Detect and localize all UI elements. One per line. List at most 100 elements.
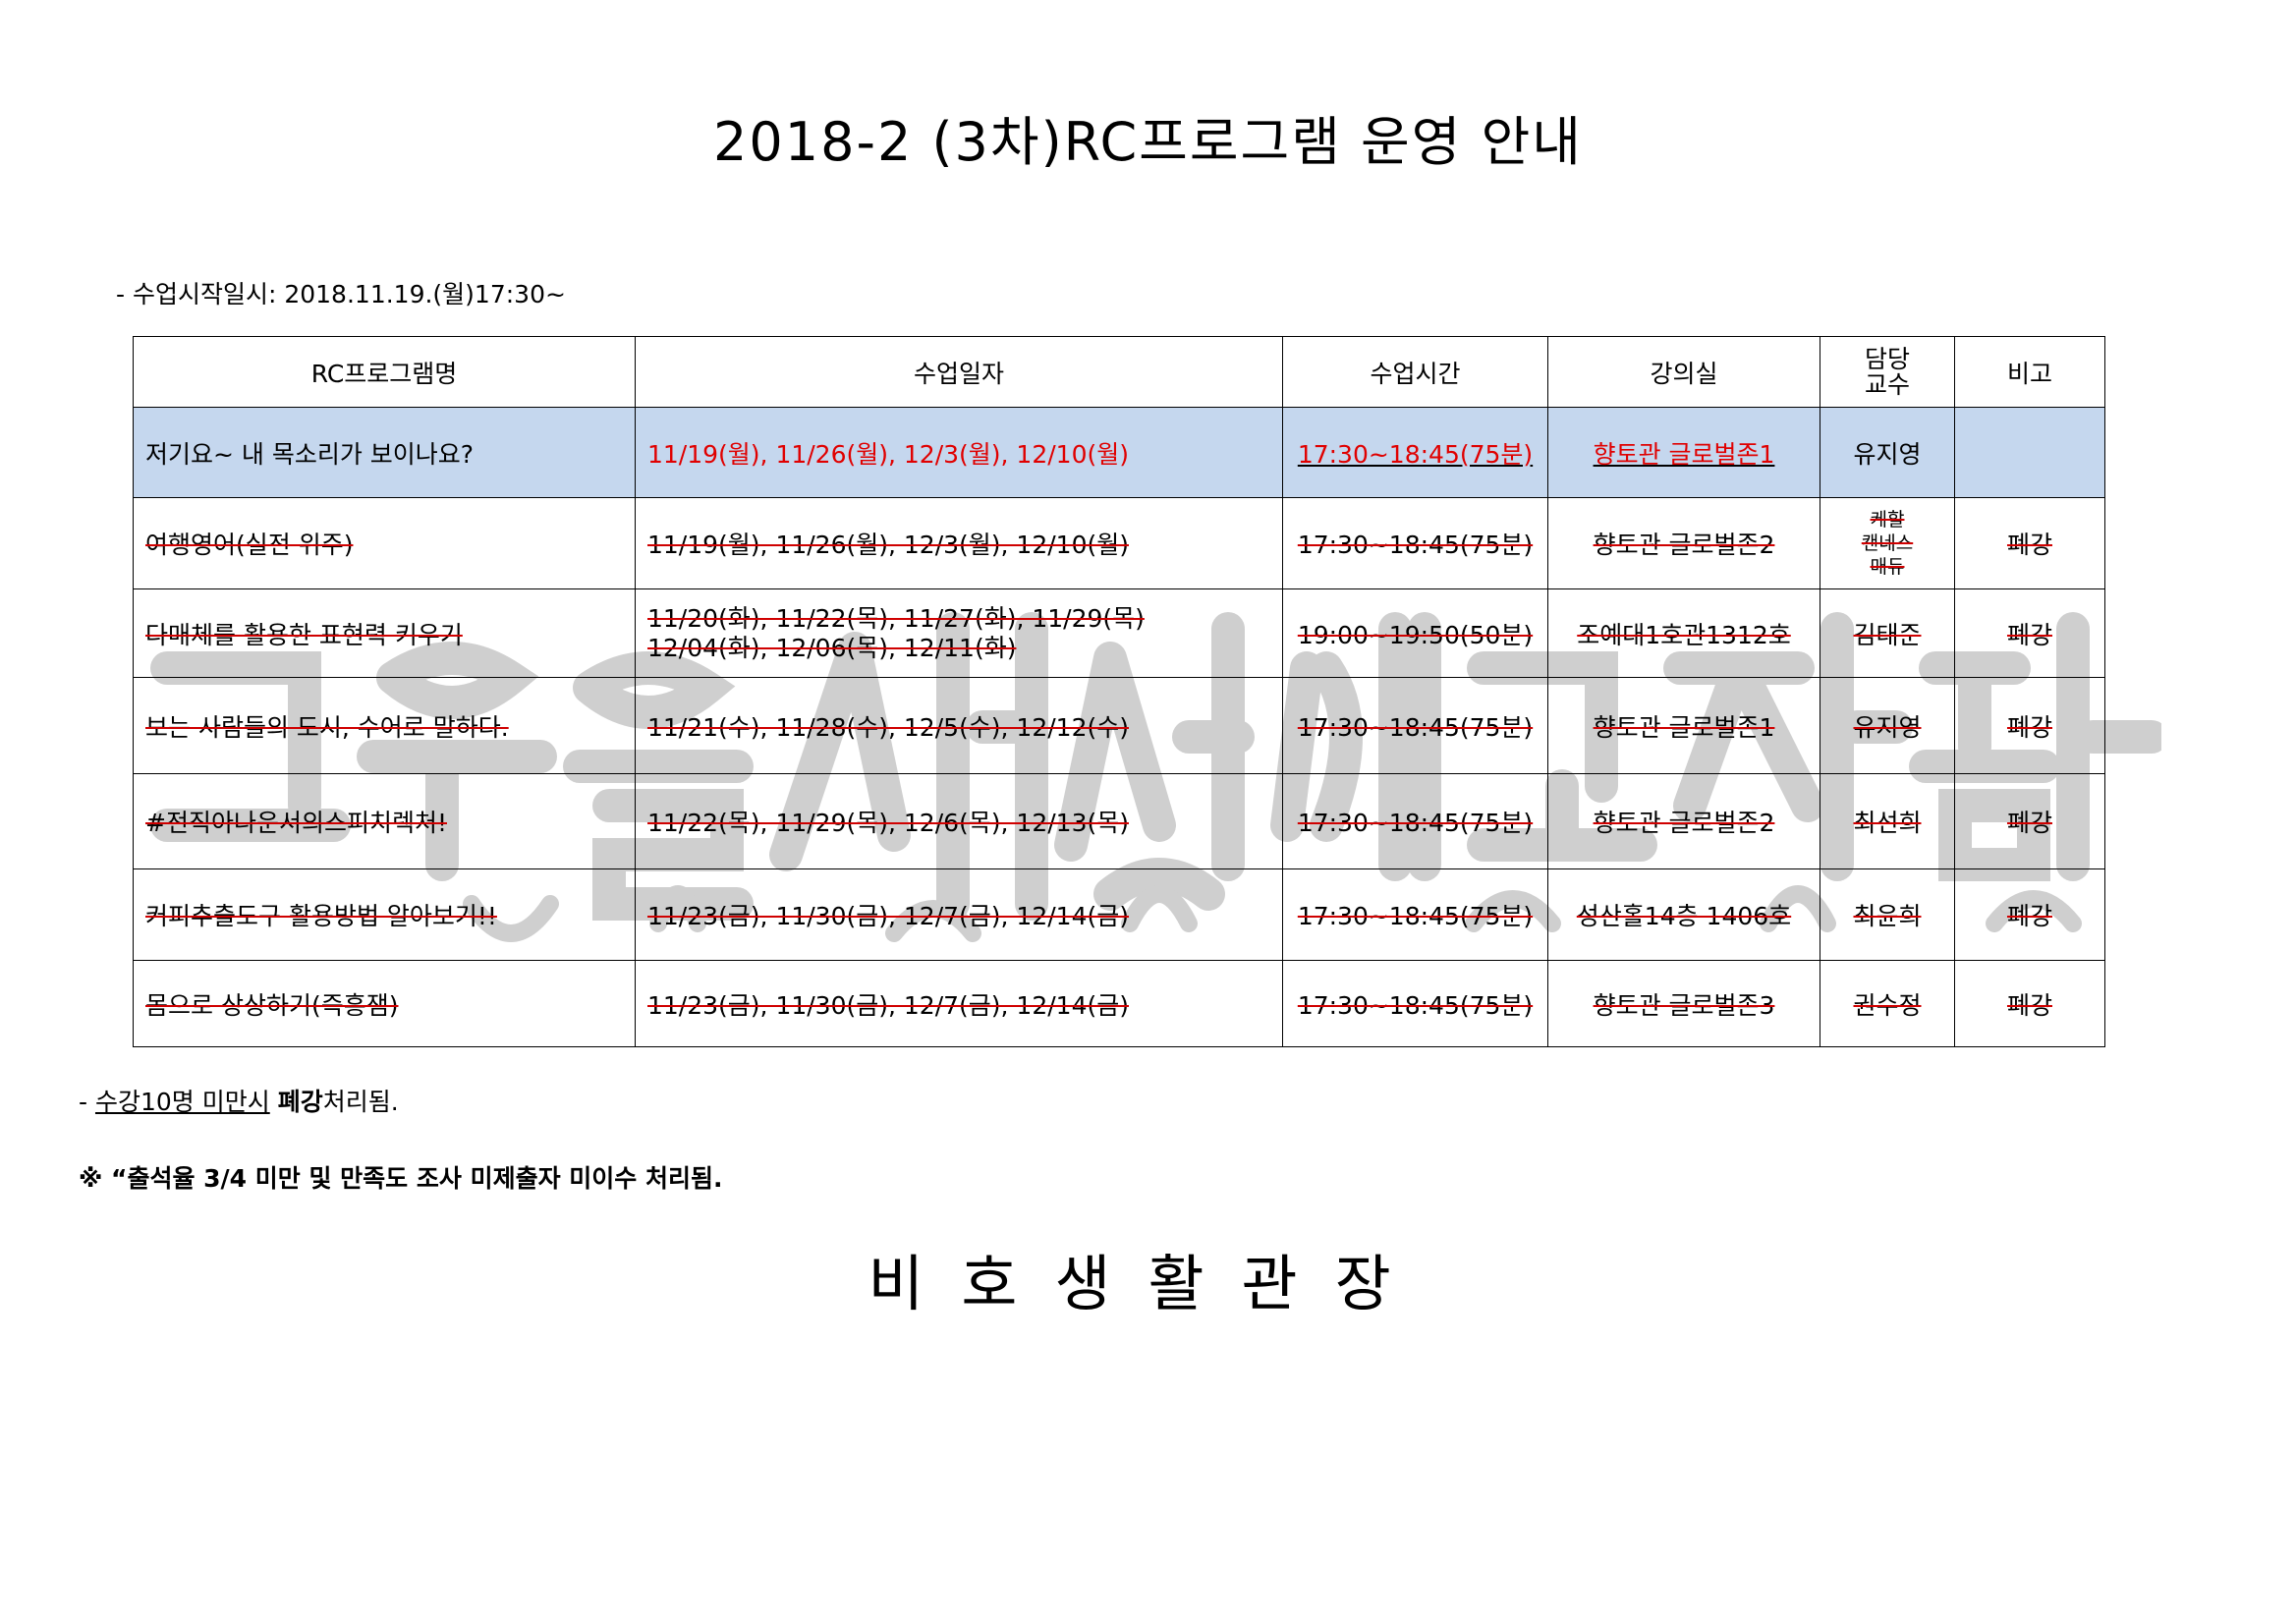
remarks-text: 폐강 — [2006, 990, 2052, 1020]
program-remarks: 폐강 — [1954, 497, 2105, 589]
program-professor: 최선희 — [1820, 773, 1955, 869]
program-room: 향토관 글로벌존1 — [1547, 407, 1820, 498]
program-dates: 11/19(월), 11/26(월), 12/3(월), 12/10(월) — [635, 497, 1283, 589]
program-time: 17:30~18:45(75분) — [1282, 497, 1548, 589]
program-time: 17:30~18:45(75분) — [1282, 677, 1548, 774]
program-dates: 11/23(금), 11/30(금), 12/7(금), 12/14(금) — [635, 960, 1283, 1047]
program-name: 여행영어(실전 위주) — [133, 497, 636, 589]
program-professor: 케할 캔네스 매듀 — [1820, 497, 1955, 589]
program-remarks: 폐강 — [1954, 677, 2105, 774]
header-program-name: RC프로그램명 — [133, 336, 636, 408]
professor-text: 최선희 — [1853, 809, 1922, 837]
program-time-text: 17:30~18:45(75분) — [1297, 809, 1534, 837]
program-room-text: 향토관 글로벌존3 — [1593, 990, 1775, 1020]
table-row: #전직아나운서의스피치렉처! 11/22(목), 11/29(목), 12/6(… — [133, 773, 2105, 869]
program-dates-text: 11/22(목), 11/29(목), 12/6(목), 12/13(목) — [647, 809, 1129, 837]
program-dates: 11/20(화), 11/22(목), 11/27(화), 11/29(목) 12… — [635, 588, 1283, 678]
program-table: RC프로그램명 수업일자 수업시간 강의실 담당 교수 비고 저기요~ 내 목소리… — [133, 336, 2105, 1047]
remarks-text: 폐강 — [2006, 902, 2052, 930]
professor-line: 케할 — [1870, 509, 1905, 531]
header-room: 강의실 — [1547, 336, 1820, 408]
table-row: 다매체를 활용한 표현력 키우기 11/20(화), 11/22(목), 11/… — [133, 588, 2105, 678]
remarks-text: 폐강 — [2006, 712, 2052, 742]
program-name-text: 여행영어(실전 위주) — [145, 531, 354, 559]
program-time-text: 17:30~18:45(75분) — [1297, 531, 1534, 559]
program-time-text: 17:30~18:45(75분) — [1297, 439, 1534, 469]
header-professor: 담당 교수 — [1820, 336, 1955, 408]
program-remarks: 폐강 — [1954, 773, 2105, 869]
professor-line: 캔네스 — [1861, 532, 1914, 554]
program-time: 17:30~18:45(75분) — [1282, 960, 1548, 1047]
program-room-text: 향토관 글로벌존2 — [1593, 809, 1775, 837]
note-attendance: ※ “출석율 3/4 미만 및 만족도 조사 미제출자 미이수 처리됨. — [79, 1164, 723, 1193]
program-remarks: 폐강 — [1954, 588, 2105, 678]
note-suffix: 처리됨. — [322, 1088, 399, 1116]
professor-text: 권수정 — [1853, 990, 1922, 1020]
professor-line: 매듀 — [1870, 556, 1905, 578]
program-name: 보는 사람들의 도시, 수어로 말하다. — [133, 677, 636, 774]
document-body: RC프로그램명 수업일자 수업시간 강의실 담당 교수 비고 저기요~ 내 목소리… — [79, 336, 2191, 1322]
professor-text: 유지영 — [1853, 712, 1922, 742]
table-row: 여행영어(실전 위주) 11/19(월), 11/26(월), 12/3(월),… — [133, 497, 2105, 589]
program-remarks — [1954, 407, 2105, 498]
class-start-info: - 수업시작일시: 2018.11.19.(월)17:30~ — [116, 280, 566, 308]
program-professor: 권수정 — [1820, 960, 1955, 1047]
program-name-text: 몸으로 상상하기(즉흥잼) — [145, 990, 399, 1020]
program-time-text: 17:30~18:45(75분) — [1297, 902, 1534, 930]
table-row: 보는 사람들의 도시, 수어로 말하다. 11/21(수), 11/28(수),… — [133, 677, 2105, 774]
program-room-text: 성산홀14층 1406호 — [1576, 902, 1792, 930]
program-time-text: 19:00~19:50(50분) — [1297, 620, 1534, 649]
note-underlined: 수강10명 미만시 — [94, 1088, 270, 1116]
note-bold: 폐강 — [277, 1088, 323, 1116]
program-dates: 11/22(목), 11/29(목), 12/6(목), 12/13(목) — [635, 773, 1283, 869]
table-row: 저기요~ 내 목소리가 보이나요? 11/19(월), 11/26(월), 12… — [133, 407, 2105, 498]
program-dates: 11/19(월), 11/26(월), 12/3(월), 12/10(월) — [635, 407, 1283, 498]
program-professor: 최윤희 — [1820, 868, 1955, 961]
program-room: 향토관 글로벌존1 — [1547, 677, 1820, 774]
program-dates-text: 11/19(월), 11/26(월), 12/3(월), 12/10(월) — [647, 531, 1129, 559]
program-name-text: 보는 사람들의 도시, 수어로 말하다. — [145, 712, 509, 742]
note-prefix: - — [79, 1088, 95, 1116]
program-professor: 유지영 — [1820, 677, 1955, 774]
remarks-text: 폐강 — [2006, 531, 2052, 559]
note-minimum-enrollment: - 수강10명 미만시 폐강처리됨. — [79, 1083, 2191, 1118]
program-dates: 11/23(금), 11/30(금), 12/7(금), 12/14(금) — [635, 868, 1283, 961]
program-room-text: 향토관 글로벌존1 — [1593, 712, 1775, 742]
remarks-text: 폐강 — [2006, 809, 2052, 837]
professor-text: 최윤희 — [1853, 902, 1922, 930]
program-dates-text: 11/21(수), 11/28(수), 12/5(수), 12/12(수) — [647, 712, 1129, 742]
program-dates-text: 11/23(금), 11/30(금), 12/7(금), 12/14(금) — [647, 990, 1129, 1020]
header-remarks: 비고 — [1954, 336, 2105, 408]
signature: 비호생활관장 — [868, 1248, 1428, 1319]
program-room: 향토관 글로벌존2 — [1547, 773, 1820, 869]
program-room: 성산홀14층 1406호 — [1547, 868, 1820, 961]
program-remarks: 폐강 — [1954, 868, 2105, 961]
remarks-text: 폐강 — [2006, 620, 2052, 649]
program-name-text: 커피추출도구 활용방법 알아보기!! — [145, 902, 497, 930]
program-room: 향토관 글로벌존2 — [1547, 497, 1820, 589]
page-title: 2018-2 (3차)RC프로그램 운영 안내 — [713, 111, 1583, 173]
program-name: 커피추출도구 활용방법 알아보기!! — [133, 868, 636, 961]
program-name: 몸으로 상상하기(즉흥잼) — [133, 960, 636, 1047]
program-room-text: 향토관 글로벌존2 — [1593, 531, 1775, 559]
table-row: 몸으로 상상하기(즉흥잼) 11/23(금), 11/30(금), 12/7(금… — [133, 960, 2105, 1047]
program-dates-text: 12/04(화), 12/06(목), 12/11(화) — [647, 633, 1017, 662]
program-name: 저기요~ 내 목소리가 보이나요? — [133, 407, 636, 498]
table-header-row: RC프로그램명 수업일자 수업시간 강의실 담당 교수 비고 — [133, 336, 2105, 408]
program-name: 다매체를 활용한 표현력 키우기 — [133, 588, 636, 678]
program-time: 19:00~19:50(50분) — [1282, 588, 1548, 678]
program-room-text: 향토관 글로벌존1 — [1593, 439, 1775, 469]
program-dates: 11/21(수), 11/28(수), 12/5(수), 12/12(수) — [635, 677, 1283, 774]
program-room: 향토관 글로벌존3 — [1547, 960, 1820, 1047]
program-time-text: 17:30~18:45(75분) — [1297, 990, 1534, 1020]
program-name-text: 저기요~ 내 목소리가 보이나요? — [145, 439, 475, 469]
program-room-text: 조예대1호관1312호 — [1577, 620, 1791, 649]
program-time: 17:30~18:45(75분) — [1282, 773, 1548, 869]
program-name-text: #전직아나운서의스피치렉처! — [145, 809, 447, 837]
header-dates: 수업일자 — [635, 336, 1283, 408]
program-name: #전직아나운서의스피치렉처! — [133, 773, 636, 869]
program-dates-text: 11/20(화), 11/22(목), 11/27(화), 11/29(목) — [647, 603, 1145, 633]
table-row: 커피추출도구 활용방법 알아보기!! 11/23(금), 11/30(금), 1… — [133, 868, 2105, 961]
program-room: 조예대1호관1312호 — [1547, 588, 1820, 678]
professor-text: 김태준 — [1853, 620, 1922, 649]
